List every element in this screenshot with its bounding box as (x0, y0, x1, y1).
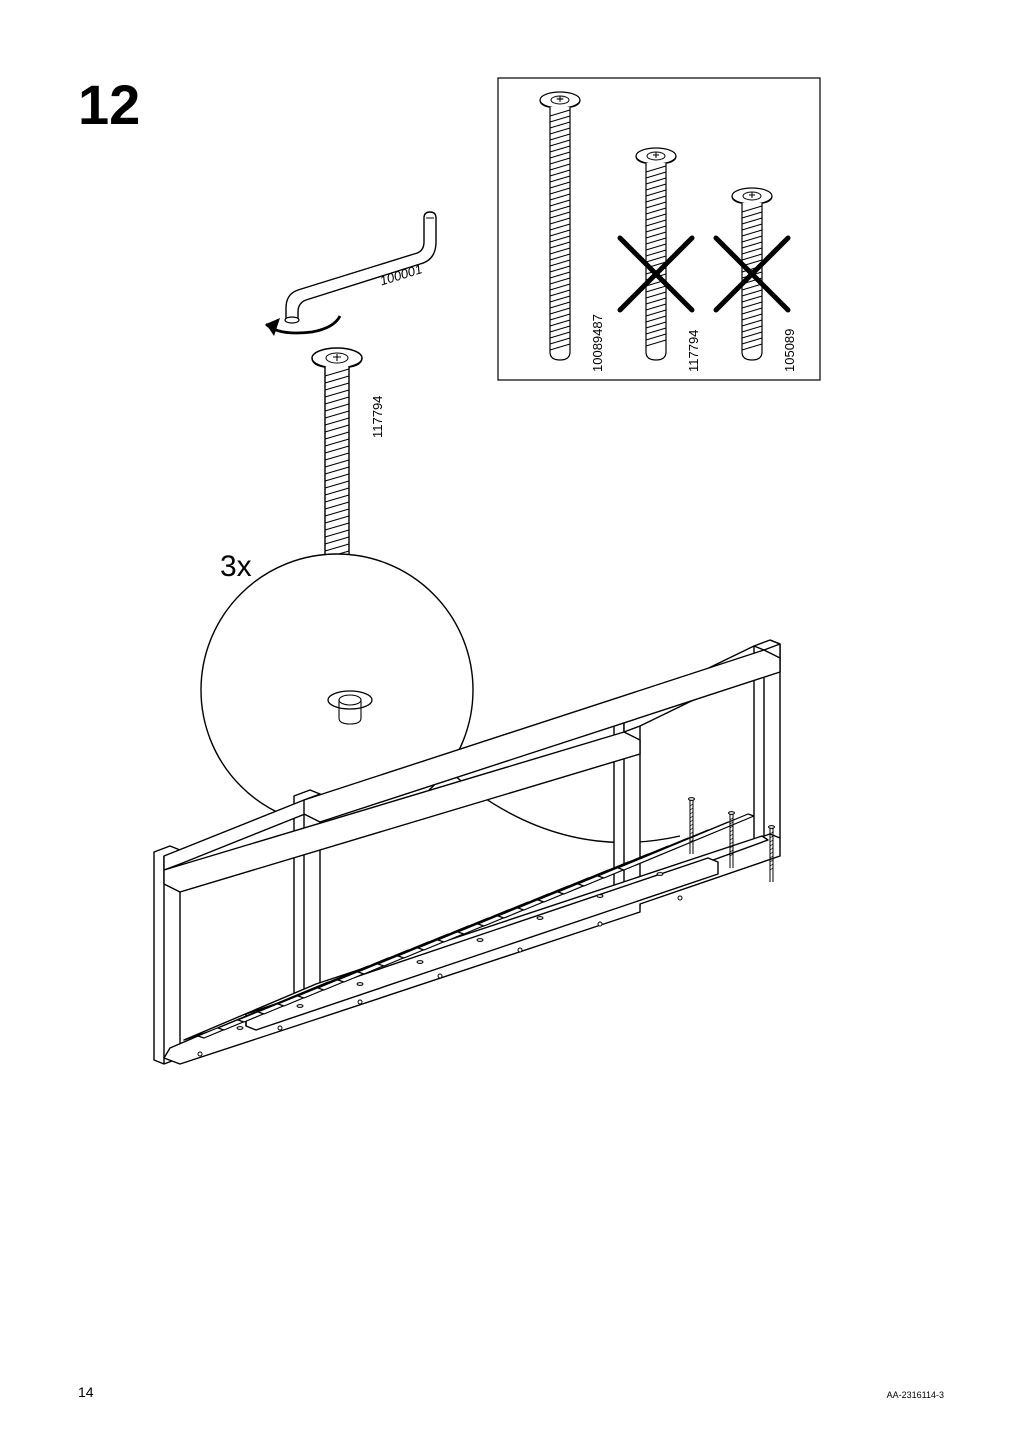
page-number: 14 (78, 1384, 94, 1400)
main-screw-part-number: 117794 (370, 396, 385, 438)
document-id: AA-2316114-3 (887, 1390, 944, 1400)
rotation-arrow-icon (266, 316, 340, 336)
reject-part-2-number: 117794 (686, 330, 701, 372)
page-container: 12 (0, 0, 1012, 1432)
instruction-diagram (0, 0, 1012, 1432)
reject-box (498, 78, 820, 380)
reject-part-1-number: 10089487 (590, 314, 605, 372)
quantity-label: 3x (220, 550, 252, 584)
reject-part-3-number: 105089 (782, 329, 797, 372)
